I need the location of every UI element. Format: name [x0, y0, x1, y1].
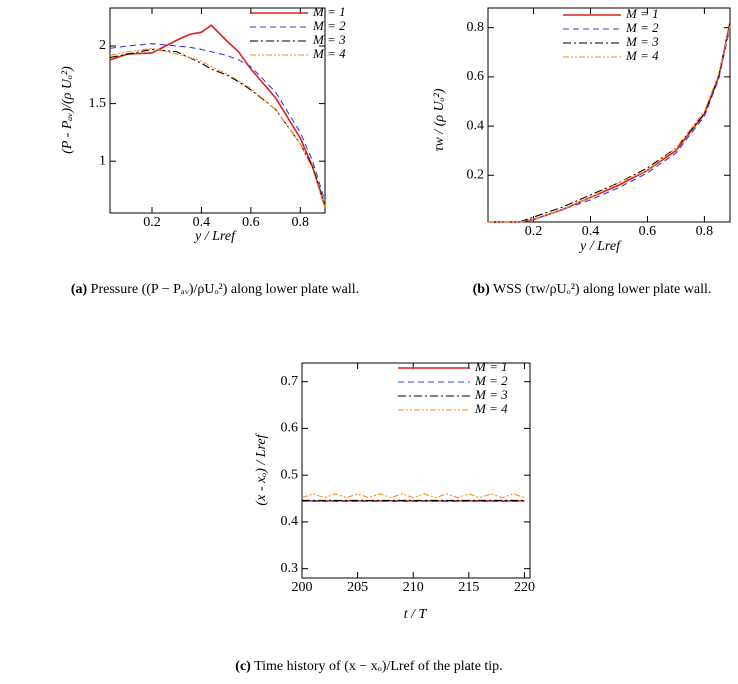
x-tick-label: 205 [347, 580, 368, 595]
y-tick-label: 0.7 [281, 374, 299, 389]
x-tick-label: 220 [514, 580, 535, 595]
x-tick-label: 0.8 [696, 224, 714, 239]
y-axis-label: (P - Pₐᵥ)/(ρ Uₒ²) [60, 66, 75, 154]
legend-label: M = 3 [625, 34, 659, 49]
y-tick-label: 0.4 [281, 514, 299, 529]
legend-label: M = 4 [312, 46, 346, 61]
y-tick-label: 0.8 [467, 20, 485, 35]
series-line [488, 25, 731, 223]
legend-label: M = 3 [474, 387, 508, 402]
legend-label: M = 2 [474, 373, 508, 388]
x-tick-label: 0.6 [639, 224, 657, 239]
x-tick-label: 210 [403, 580, 424, 595]
y-axis-label: (x - xₒ) / Lref [254, 432, 269, 505]
y-tick-label: 0.3 [281, 561, 299, 576]
x-tick-label: 0.4 [193, 215, 211, 230]
series-line [109, 48, 326, 206]
caption-text: WSS (τw/ρUₒ²) along lower plate wall. [493, 282, 711, 297]
caption-label: (b) [473, 282, 490, 297]
legend-label: M = 4 [625, 48, 659, 63]
legend-label: M = 1 [474, 359, 508, 374]
series-line [488, 22, 731, 223]
x-tick-label: 215 [458, 580, 479, 595]
caption-text: Pressure ((P − Pₐᵥ)/ρUₒ²) along lower pl… [91, 282, 359, 297]
x-tick-label: 0.2 [143, 215, 161, 230]
y-axis-label: τw / (ρ Uₒ²) [432, 88, 447, 151]
x-tick-label: 0.4 [582, 224, 600, 239]
y-tick-label: 0.5 [281, 467, 299, 482]
caption-a: (a) Pressure ((P − Pₐᵥ)/ρUₒ²) along lowe… [71, 282, 359, 297]
caption-label: (c) [235, 659, 251, 674]
x-tick-label: 0.8 [292, 215, 310, 230]
x-tick-label: 200 [292, 580, 313, 595]
legend-label: M = 3 [312, 32, 346, 47]
plot-frame [301, 362, 531, 579]
series-line [488, 22, 731, 223]
series-line [301, 493, 525, 499]
series-line [109, 47, 326, 208]
caption-label: (a) [71, 282, 88, 297]
x-tick-label: 0.2 [525, 224, 543, 239]
y-tick-label: 2 [99, 38, 106, 53]
legend-label: M = 2 [625, 20, 659, 35]
x-axis-label: y / Lref [578, 239, 622, 254]
y-tick-label: 1 [99, 153, 106, 168]
caption-b: (b) WSS (τw/ρUₒ²) along lower plate wall… [473, 282, 712, 297]
plot-frame [109, 7, 326, 214]
caption-text: Time history of (x − xₒ)/Lref of the pla… [254, 659, 503, 674]
x-axis-label: y / Lref [193, 229, 237, 244]
series-line [109, 43, 326, 202]
legend-label: M = 2 [312, 18, 346, 33]
x-axis-label: t / T [404, 607, 428, 622]
legend-label: M = 4 [474, 401, 508, 416]
y-tick-label: 0.4 [467, 118, 485, 133]
y-tick-label: 0.6 [467, 69, 485, 84]
y-tick-label: 0.2 [467, 167, 485, 182]
y-tick-label: 1.5 [89, 96, 107, 111]
legend-label: M = 1 [312, 4, 346, 19]
series-line [109, 24, 326, 208]
series-line [488, 27, 731, 223]
x-tick-label: 0.6 [242, 215, 260, 230]
plot-frame [487, 7, 731, 223]
caption-c: (c) Time history of (x − xₒ)/Lref of the… [235, 659, 502, 674]
legend-label: M = 1 [625, 6, 659, 21]
y-tick-label: 0.6 [281, 421, 299, 436]
